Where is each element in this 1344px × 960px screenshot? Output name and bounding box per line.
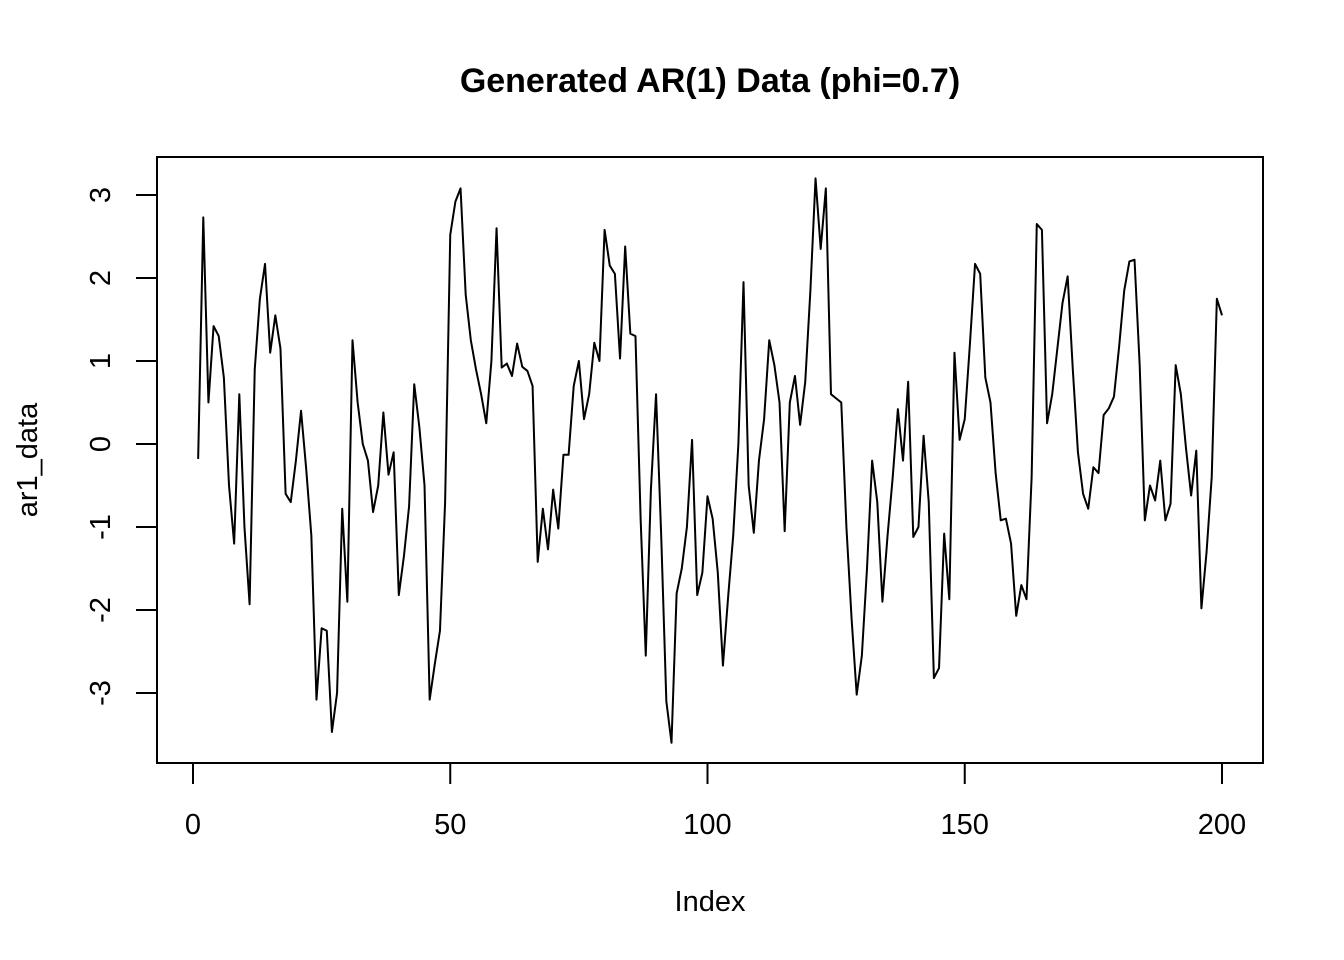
plot-frame — [156, 156, 1264, 764]
y-axis: -3 -2 -1 0 1 2 3 — [85, 187, 158, 706]
y-tick-label: 3 — [85, 187, 117, 203]
series-line-ar1-data — [197, 177, 1223, 744]
x-tick-label: 150 — [941, 809, 989, 841]
y-tick-label: 0 — [85, 436, 117, 452]
y-tick-label: -3 — [85, 680, 117, 706]
y-tick-label: 2 — [85, 270, 117, 286]
x-axis-label: Index — [675, 886, 746, 918]
x-tick-label: 200 — [1198, 809, 1246, 841]
x-tick-label: 50 — [434, 809, 466, 841]
y-axis-label: ar1_data — [12, 402, 44, 517]
chart-title: Generated AR(1) Data (phi=0.7) — [460, 62, 960, 100]
x-tick-label: 0 — [185, 809, 201, 841]
x-tick-label: 100 — [683, 809, 731, 841]
y-tick-label: -1 — [85, 514, 117, 540]
x-axis: 0 50 100 150 200 — [185, 762, 1246, 841]
y-tick-label: 1 — [85, 353, 117, 369]
y-tick-label: -2 — [85, 597, 117, 623]
